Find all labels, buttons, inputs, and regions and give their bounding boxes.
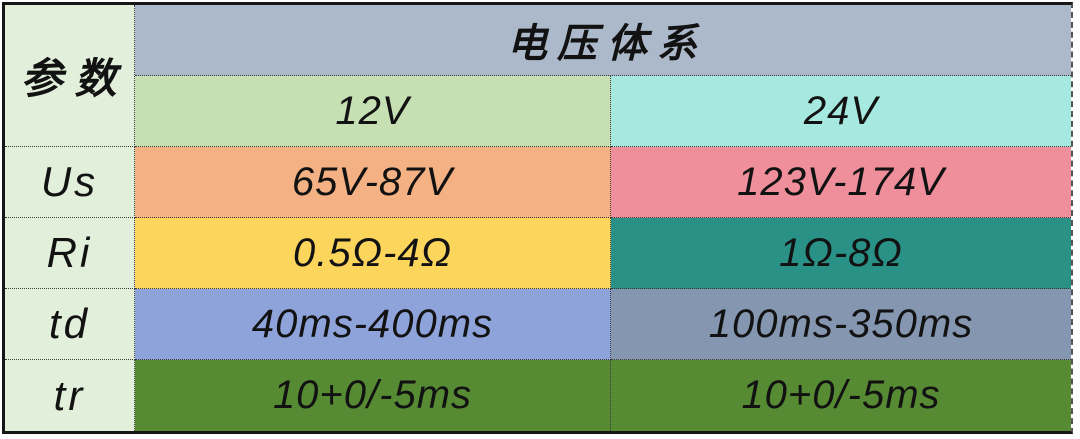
row-label-tr: tr — [5, 360, 135, 431]
column-header-24v: 24V — [611, 76, 1071, 147]
row-label-ri: Ri — [5, 218, 135, 289]
row-label-td: td — [5, 289, 135, 360]
value-tr-12v: 10+0/-5ms — [135, 360, 611, 431]
row-label-us: Us — [5, 147, 135, 218]
corner-header-param: 参数 — [5, 5, 135, 147]
value-td-24v: 100ms-350ms — [611, 289, 1071, 360]
value-ri-12v: 0.5Ω-4Ω — [135, 218, 611, 289]
value-us-12v: 65V-87V — [135, 147, 611, 218]
table-title-voltage-system: 电压体系 — [135, 5, 1071, 76]
value-td-12v: 40ms-400ms — [135, 289, 611, 360]
value-us-24v: 123V-174V — [611, 147, 1071, 218]
voltage-spec-table: 参数 电压体系 12V 24V Us 65V-87V 123V-174V Ri … — [2, 2, 1073, 434]
value-tr-24v: 10+0/-5ms — [611, 360, 1071, 431]
value-ri-24v: 1Ω-8Ω — [611, 218, 1071, 289]
column-header-12v: 12V — [135, 76, 611, 147]
